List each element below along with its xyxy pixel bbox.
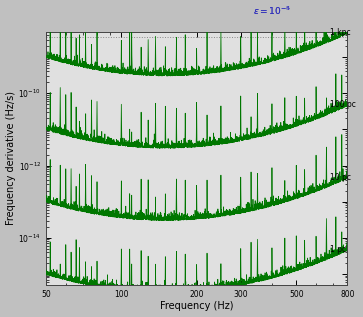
Text: $\varepsilon=10^{-5}$: $\varepsilon=10^{-5}$ (253, 5, 291, 17)
Text: 1 kpc: 1 kpc (330, 28, 351, 37)
Text: 10 pc: 10 pc (330, 172, 351, 182)
Text: 1 pc: 1 pc (330, 245, 347, 254)
Y-axis label: Frequency derivative (Hz/s): Frequency derivative (Hz/s) (5, 91, 16, 225)
Text: 100 pc: 100 pc (330, 100, 356, 109)
X-axis label: Frequency (Hz): Frequency (Hz) (160, 301, 233, 311)
Text: $\varepsilon=10^{-4}$: $\varepsilon=10^{-4}$ (253, 5, 291, 17)
